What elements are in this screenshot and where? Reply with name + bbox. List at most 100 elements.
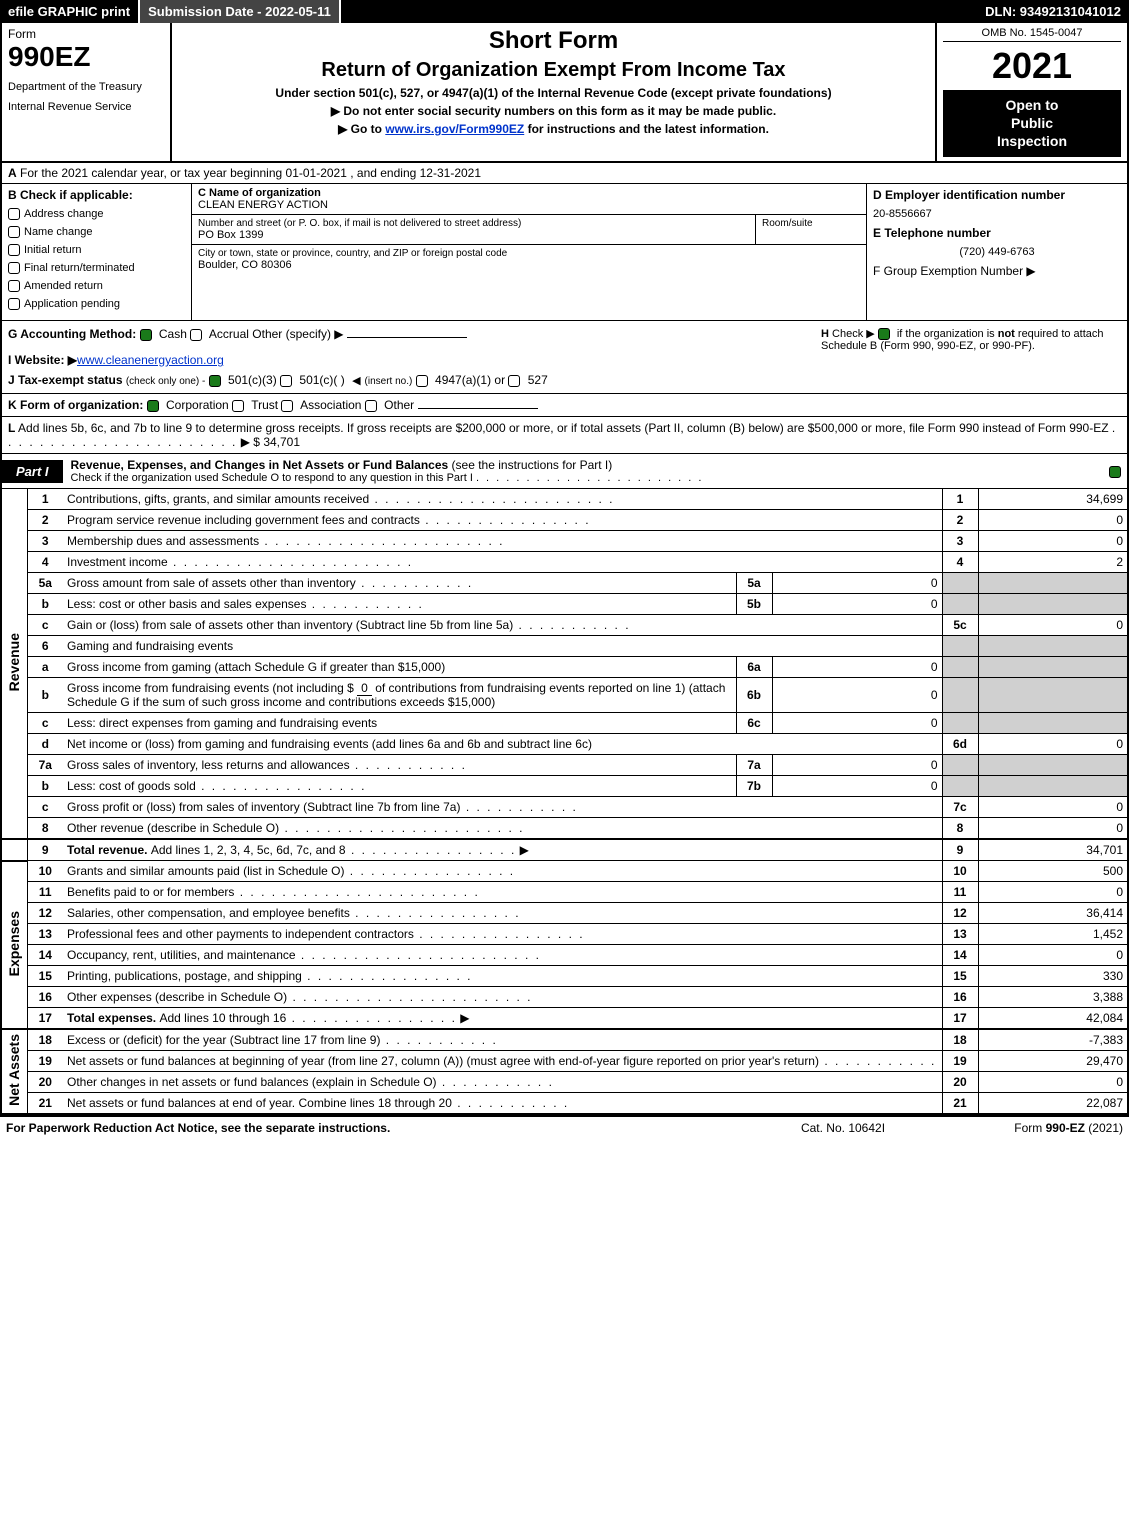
open-line2: Public (947, 114, 1117, 132)
line-num: b (27, 678, 63, 713)
checkbox-corp-icon[interactable] (147, 400, 159, 412)
dots-icon (369, 492, 614, 506)
checkbox-icon (8, 262, 20, 274)
opt-501c: 501(c)( ) (299, 373, 344, 387)
line-14-row: 14 Occupancy, rent, utilities, and maint… (1, 945, 1128, 966)
checkbox-assoc-icon[interactable] (281, 400, 293, 412)
mini-num: 5a (736, 573, 772, 594)
open-line3: Inspection (947, 132, 1117, 150)
box-shaded (942, 636, 978, 657)
chk-address-change[interactable]: Address change (8, 208, 185, 220)
assoc-label: Association (300, 398, 361, 412)
form-number: 990EZ (8, 41, 164, 73)
line-desc: Other revenue (describe in Schedule O) (63, 818, 942, 840)
desc-text: Salaries, other compensation, and employ… (67, 906, 350, 920)
checkbox-501c-icon[interactable] (280, 375, 292, 387)
dots-icon (819, 1054, 936, 1068)
mini-num: 5b (736, 594, 772, 615)
line-desc: Excess or (deficit) for the year (Subtra… (63, 1029, 942, 1051)
line-i-label: I Website: ▶ (8, 353, 77, 367)
mini-num: 7a (736, 755, 772, 776)
line-num: 8 (27, 818, 63, 840)
chk-application-pending[interactable]: Application pending (8, 298, 185, 310)
line-13-row: 13 Professional fees and other payments … (1, 924, 1128, 945)
dots-icon (346, 843, 517, 857)
dots-icon (296, 948, 541, 962)
trust-label: Trust (251, 398, 278, 412)
desc-text: Gross sales of inventory, less returns a… (67, 758, 350, 772)
other-specify-input[interactable] (347, 337, 467, 338)
mini-val: 0 (772, 678, 942, 713)
part-1-title-block: Revenue, Expenses, and Changes in Net As… (63, 454, 1107, 488)
line-desc: Program service revenue including govern… (63, 510, 942, 531)
chk-name-change[interactable]: Name change (8, 226, 185, 238)
checkbox-cash-icon[interactable] (140, 329, 152, 341)
box-num: 20 (942, 1072, 978, 1093)
chk-final-return[interactable]: Final return/terminated (8, 262, 185, 274)
desc-text: Add lines 1, 2, 3, 4, 5c, 6d, 7c, and 8 (151, 843, 346, 857)
tel-value: (720) 449-6763 (873, 246, 1121, 258)
side-empty (1, 839, 27, 861)
website-link[interactable]: www.cleanenergyaction.org (77, 353, 224, 367)
dots-icon (437, 1075, 554, 1089)
line-16-row: 16 Other expenses (describe in Schedule … (1, 987, 1128, 1008)
box-shaded (942, 713, 978, 734)
chk-amended-return[interactable]: Amended return (8, 280, 185, 292)
box-shaded (978, 657, 1128, 678)
part-1-title: Revenue, Expenses, and Changes in Net As… (71, 458, 449, 472)
box-val: 0 (978, 531, 1128, 552)
mini-num: 6b (736, 678, 772, 713)
checkbox-other-icon[interactable] (365, 400, 377, 412)
efile-label[interactable]: efile GRAPHIC print (0, 0, 140, 23)
line-18-row: Net Assets 18 Excess or (deficit) for th… (1, 1029, 1128, 1051)
checkbox-4947-icon[interactable] (416, 375, 428, 387)
line-10-row: Expenses 10 Grants and similar amounts p… (1, 861, 1128, 882)
subtitle: Under section 501(c), 527, or 4947(a)(1)… (178, 86, 929, 100)
box-val: 34,699 (978, 489, 1128, 510)
mini-num: 7b (736, 776, 772, 797)
box-num: 16 (942, 987, 978, 1008)
other-org-input[interactable] (418, 408, 538, 409)
chk-initial-return[interactable]: Initial return (8, 244, 185, 256)
desc-text: Gain or (loss) from sale of assets other… (67, 618, 513, 632)
arrow-left-icon (348, 373, 364, 387)
line-6b-row: b Gross income from fundraising events (… (1, 678, 1128, 713)
line-num: 16 (27, 987, 63, 1008)
instr-goto-post: for instructions and the latest informat… (524, 122, 769, 136)
checkbox-accrual-icon[interactable] (190, 329, 202, 341)
checkbox-501c3-icon[interactable] (209, 375, 221, 387)
line-l-arrow: ▶ $ (241, 435, 260, 449)
irs-link[interactable]: www.irs.gov/Form990EZ (385, 122, 524, 136)
desc-text: Occupancy, rent, utilities, and maintena… (67, 948, 296, 962)
dots-icon (344, 864, 515, 878)
part-1-checkbox[interactable] (1107, 464, 1127, 478)
checkbox-527-icon[interactable] (508, 375, 520, 387)
revenue-label: Revenue (6, 633, 22, 691)
box-num: 13 (942, 924, 978, 945)
mini-val: 0 (772, 594, 942, 615)
org-name-hdr: C Name of organization (198, 187, 860, 199)
desc-text: Gross profit or (loss) from sales of inv… (67, 800, 460, 814)
expenses-side: Expenses (1, 861, 27, 1030)
line-desc: Gross sales of inventory, less returns a… (63, 755, 736, 776)
line-h: H Check ▶ if the organization is not req… (821, 327, 1121, 387)
line-11-row: 11 Benefits paid to or for members 11 0 (1, 882, 1128, 903)
line-k-label: K Form of organization: (8, 398, 143, 412)
box-shaded (942, 573, 978, 594)
line-num: 21 (27, 1093, 63, 1115)
line-8-row: 8 Other revenue (describe in Schedule O)… (1, 818, 1128, 840)
dept-irs: Internal Revenue Service (8, 101, 164, 113)
room-block: Room/suite (756, 215, 866, 244)
line-6a-row: a Gross income from gaming (attach Sched… (1, 657, 1128, 678)
checkbox-schedule-b-icon[interactable] (878, 328, 890, 340)
line-desc: Gross income from gaming (attach Schedul… (63, 657, 736, 678)
box-num: 5c (942, 615, 978, 636)
box-val: 34,701 (978, 839, 1128, 861)
dots-icon (356, 576, 473, 590)
instr-ssn: ▶ Do not enter social security numbers o… (178, 104, 929, 118)
checkbox-trust-icon[interactable] (232, 400, 244, 412)
box-shaded (942, 594, 978, 615)
line-7c-row: c Gross profit or (loss) from sales of i… (1, 797, 1128, 818)
box-num: 4 (942, 552, 978, 573)
dots-icon (380, 1033, 497, 1047)
